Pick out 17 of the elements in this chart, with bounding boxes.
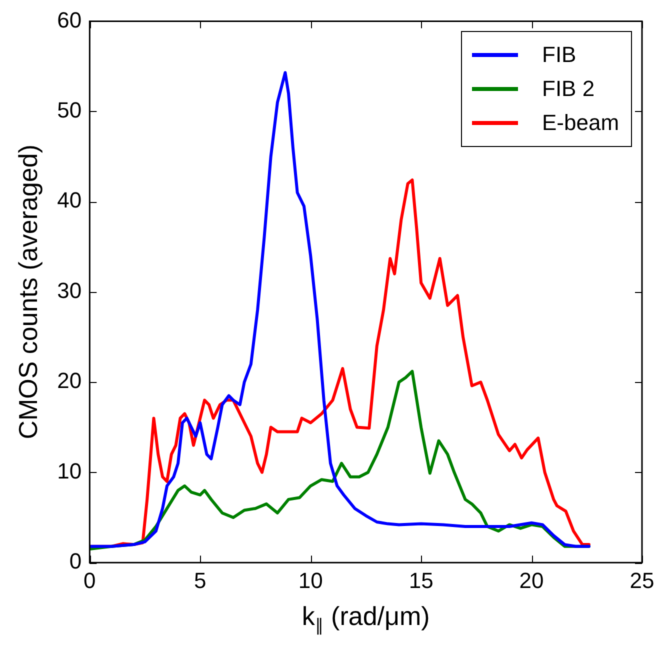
x-axis-title: k$_{∥}$ (rad/μm) xyxy=(302,600,430,636)
y-axis-title: CMOS counts (averaged) xyxy=(12,144,43,440)
x-tick-label: 15 xyxy=(408,568,434,593)
y-tick-label: 60 xyxy=(57,7,82,32)
y-tick-label: 40 xyxy=(57,188,82,213)
x-tick-label: 25 xyxy=(630,568,654,593)
y-tick-label: 20 xyxy=(57,368,82,394)
y-tick-label: 50 xyxy=(57,97,82,122)
y-tick-label: 0 xyxy=(69,548,82,574)
y-tick-label: 30 xyxy=(57,278,82,303)
legend-label: FIB xyxy=(542,42,576,68)
y-tick-label: 10 xyxy=(57,458,82,484)
x-tick-label: 20 xyxy=(519,568,544,593)
x-tick-label: 10 xyxy=(298,568,323,593)
x-tick-label: 5 xyxy=(194,568,206,593)
legend-label: FIB 2 xyxy=(542,76,595,102)
legend-label: E-beam xyxy=(542,110,620,136)
